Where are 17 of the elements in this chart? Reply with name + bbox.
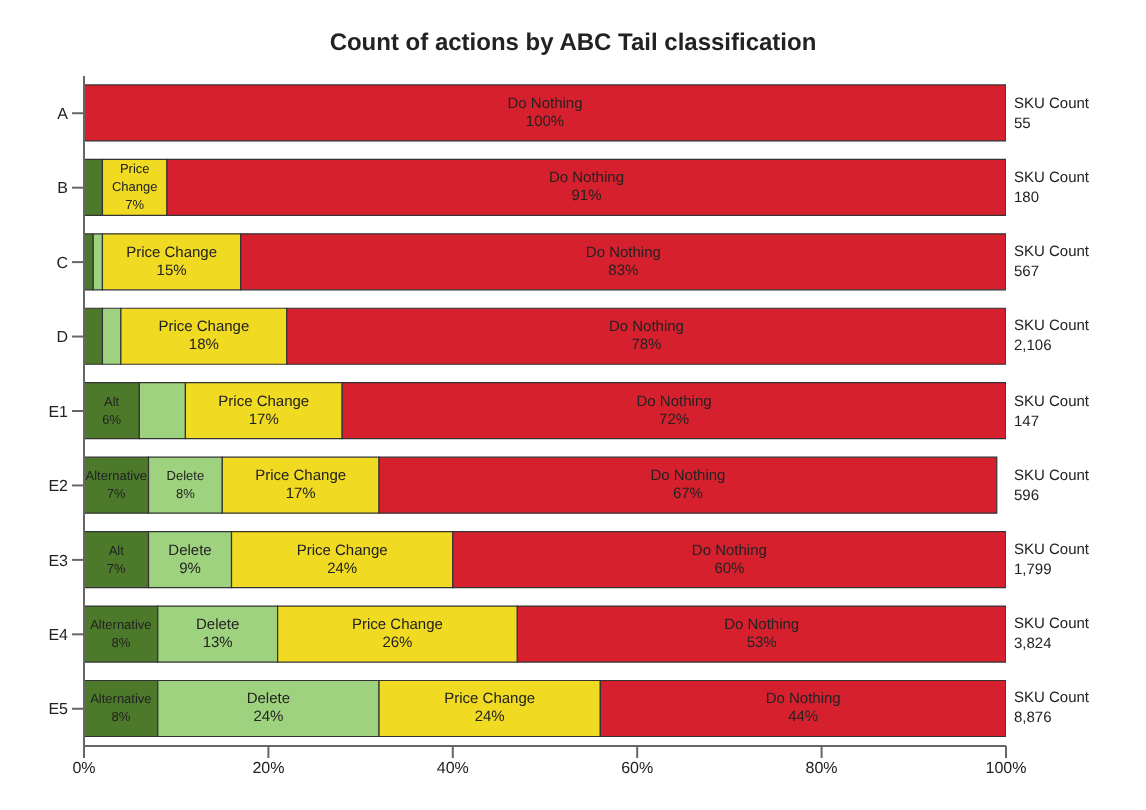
y-tick-label: E2 bbox=[48, 477, 70, 496]
chart-title: Count of actions by ABC Tail classification bbox=[327, 28, 819, 56]
y-tick-label: D bbox=[56, 328, 69, 347]
x-tick-label: 40% bbox=[436, 759, 469, 778]
x-tick-label: 100% bbox=[985, 759, 1027, 778]
y-tick-label: E4 bbox=[48, 626, 70, 645]
x-tick-label: 0% bbox=[72, 759, 96, 778]
y-tick-label: E1 bbox=[48, 402, 70, 421]
y-tick-label: C bbox=[56, 253, 69, 272]
x-tick-label: 60% bbox=[621, 759, 654, 778]
bar bbox=[84, 84, 1006, 142]
y-tick-label: E3 bbox=[48, 551, 70, 570]
y-tick-label: E5 bbox=[48, 700, 70, 719]
x-tick-label: 80% bbox=[805, 759, 838, 778]
y-tick-label: A bbox=[57, 104, 70, 123]
y-tick-label: B bbox=[57, 179, 68, 198]
x-tick-label: 20% bbox=[252, 759, 285, 778]
